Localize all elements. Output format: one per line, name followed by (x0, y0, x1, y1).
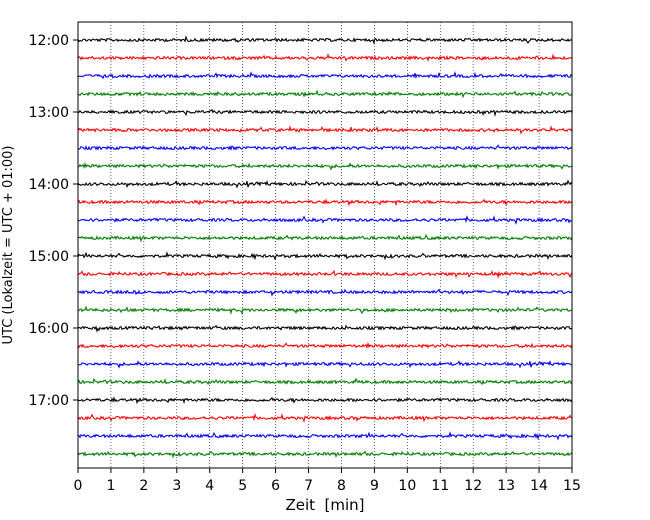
y-tick-label: 14:00 (29, 177, 69, 193)
trace-1500 (77, 250, 573, 261)
x-tick-label: 5 (238, 478, 247, 494)
y-tick-label: 16:00 (29, 321, 69, 337)
trace-1215 (77, 53, 573, 62)
x-tick-label: 1 (106, 478, 115, 494)
vertical-grid (110, 22, 540, 468)
y-axis-ticks: 12:00 13:00 14:00 15:00 16:00 17:00 (29, 33, 78, 409)
y-tick-label: 15:00 (29, 249, 69, 265)
trace-1730 (77, 430, 573, 441)
y-axis-label: UTC (Lokalzeit = UTC + 01:00) (1, 146, 16, 345)
trace-1345 (77, 161, 573, 171)
x-tick-label: 3 (172, 478, 181, 494)
x-tick-label: 9 (370, 478, 379, 494)
x-tick-label: 2 (139, 478, 148, 494)
trace-1530 (77, 288, 573, 297)
x-tick-label: 11 (431, 478, 449, 494)
trace-1700 (77, 396, 573, 405)
x-tick-label: 12 (464, 478, 482, 494)
x-tick-label: 7 (304, 478, 313, 494)
trace-1200 (77, 35, 573, 46)
x-axis-label: Zeit [min] (285, 496, 364, 514)
trace-lines (77, 35, 573, 459)
plot-area-frame (77, 21, 573, 469)
trace-1330 (77, 144, 573, 151)
trace-1430 (77, 215, 573, 225)
y-tick-label: 13:00 (29, 105, 69, 121)
trace-1400 (77, 179, 573, 189)
trace-1245 (77, 89, 573, 99)
trace-1315 (77, 125, 573, 135)
x-tick-label: 14 (530, 478, 548, 494)
trace-1515 (77, 269, 573, 280)
x-axis-ticks: 0 1 2 3 4 5 6 7 8 9 10 11 12 13 14 15 (74, 468, 581, 494)
trace-1645 (77, 377, 573, 386)
x-tick-label: 4 (205, 478, 214, 494)
trace-1600 (77, 324, 573, 333)
trace-1415 (77, 198, 573, 207)
trace-1445 (77, 233, 573, 243)
trace-1615 (77, 341, 573, 350)
x-tick-label: 10 (398, 478, 416, 494)
trace-1745 (77, 450, 573, 459)
x-tick-label: 6 (271, 478, 280, 494)
x-tick-label: 0 (74, 478, 83, 494)
trace-1300 (77, 108, 573, 118)
trace-1715 (77, 413, 573, 423)
trace-1230 (77, 70, 573, 80)
trace-1630 (77, 360, 573, 369)
x-tick-label: 15 (563, 478, 581, 494)
x-tick-label: 8 (337, 478, 346, 494)
x-tick-label: 13 (497, 478, 515, 494)
y-tick-label: 17:00 (29, 393, 69, 409)
trace-1545 (77, 305, 573, 315)
y-tick-label: 12:00 (29, 33, 69, 49)
